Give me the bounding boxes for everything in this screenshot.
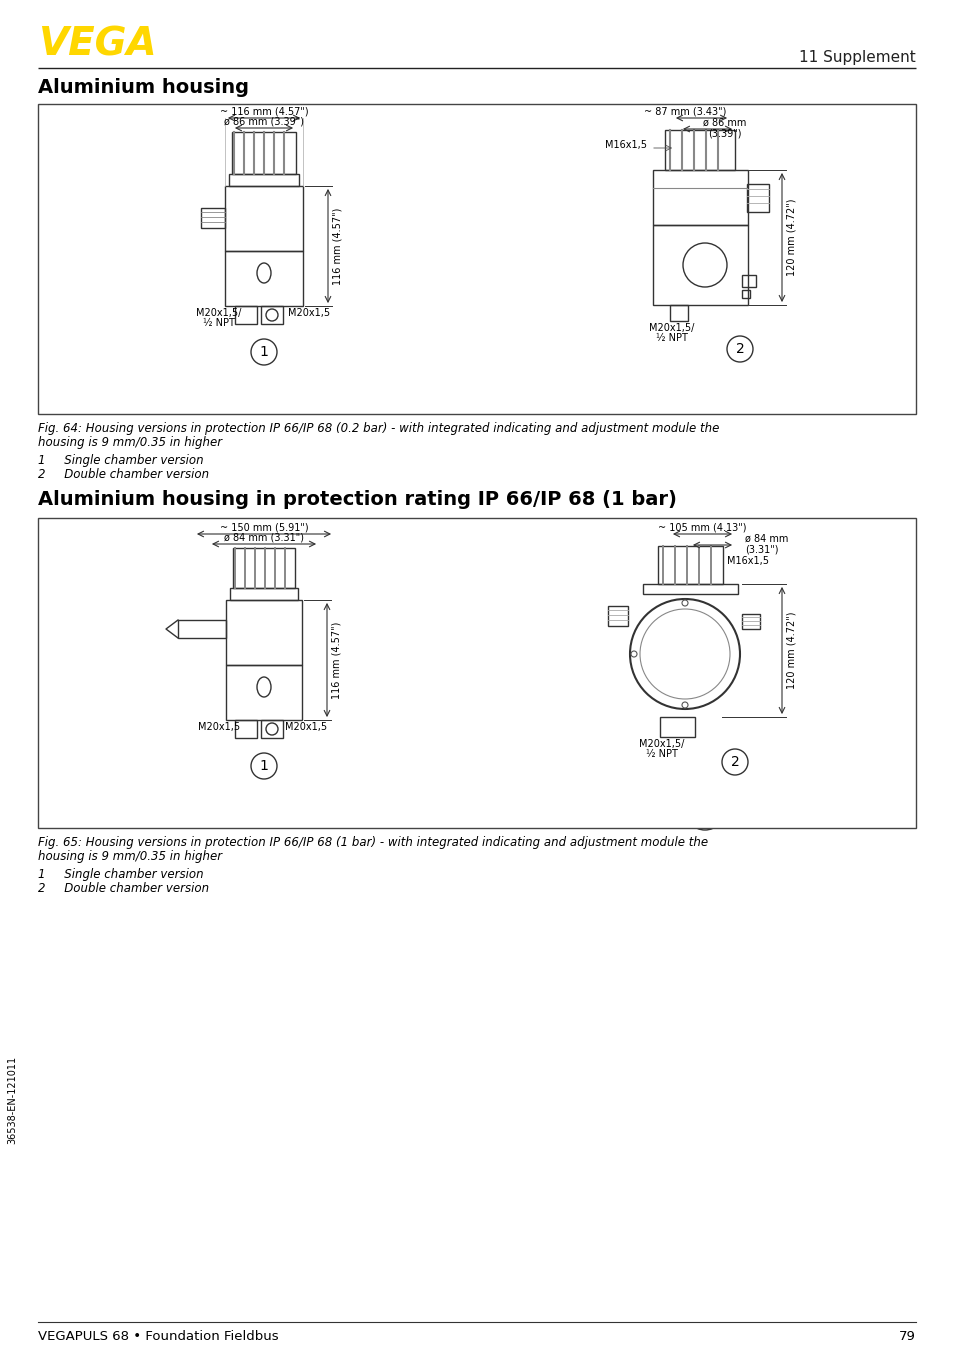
Bar xyxy=(741,275,755,287)
Bar xyxy=(659,718,695,737)
Circle shape xyxy=(726,336,752,362)
Text: (3.31"): (3.31") xyxy=(744,544,778,554)
Text: 120 mm (4.72"): 120 mm (4.72") xyxy=(786,611,796,689)
Text: VEGA: VEGA xyxy=(38,24,156,64)
Text: M16x1,5: M16x1,5 xyxy=(604,139,646,150)
Bar xyxy=(225,185,303,250)
Bar xyxy=(233,548,294,588)
Text: ½ NPT: ½ NPT xyxy=(203,318,234,328)
Bar xyxy=(746,184,768,213)
Text: 1     Single chamber version: 1 Single chamber version xyxy=(38,868,203,881)
Bar xyxy=(652,171,747,225)
Text: M20x1,5: M20x1,5 xyxy=(288,307,330,318)
Bar xyxy=(234,306,256,324)
Text: Aluminium housing in protection rating IP 66/IP 68 (1 bar): Aluminium housing in protection rating I… xyxy=(38,490,677,509)
Text: ø 84 mm: ø 84 mm xyxy=(744,533,787,544)
Text: 2     Double chamber version: 2 Double chamber version xyxy=(38,468,209,481)
Bar xyxy=(261,720,283,738)
Text: 1: 1 xyxy=(259,760,268,773)
Text: ~ 150 mm (5.91"): ~ 150 mm (5.91") xyxy=(219,523,308,533)
Bar xyxy=(226,600,302,665)
Text: ½ NPT: ½ NPT xyxy=(656,333,687,343)
Text: 116 mm (4.57"): 116 mm (4.57") xyxy=(333,207,343,284)
Bar xyxy=(226,665,302,720)
Bar xyxy=(38,519,915,829)
Text: 116 mm (4.57"): 116 mm (4.57") xyxy=(332,621,341,699)
Text: ~ 116 mm (4.57"): ~ 116 mm (4.57") xyxy=(219,107,308,116)
Text: ø 84 mm (3.31"): ø 84 mm (3.31") xyxy=(224,533,304,543)
Bar xyxy=(741,613,760,630)
Bar xyxy=(642,584,738,594)
Text: 2: 2 xyxy=(735,343,743,356)
Text: VEGAPULS 68 • Foundation Fieldbus: VEGAPULS 68 • Foundation Fieldbus xyxy=(38,1330,278,1343)
Bar xyxy=(669,305,687,321)
Text: ø 86 mm (3.39"): ø 86 mm (3.39") xyxy=(224,116,304,127)
Circle shape xyxy=(721,749,747,774)
Text: ~ 105 mm (4.13"): ~ 105 mm (4.13") xyxy=(657,523,745,533)
Bar xyxy=(741,290,749,298)
Text: 1     Single chamber version: 1 Single chamber version xyxy=(38,454,203,467)
Bar xyxy=(229,175,298,185)
Bar xyxy=(232,131,295,175)
Text: housing is 9 mm/0.35 in higher: housing is 9 mm/0.35 in higher xyxy=(38,850,222,862)
Text: 2: 2 xyxy=(730,756,739,769)
Text: Aluminium housing: Aluminium housing xyxy=(38,79,249,97)
Text: M20x1,5/: M20x1,5/ xyxy=(196,307,241,318)
Text: Fig. 64: Housing versions in protection IP 66/IP 68 (0.2 bar) - with integrated : Fig. 64: Housing versions in protection … xyxy=(38,422,719,435)
Text: 79: 79 xyxy=(898,1330,915,1343)
Text: M16x1,5: M16x1,5 xyxy=(726,556,768,566)
Bar xyxy=(201,209,225,227)
Bar xyxy=(658,546,722,584)
Circle shape xyxy=(251,338,276,366)
Text: M20x1,5: M20x1,5 xyxy=(197,722,240,733)
Text: ½ NPT: ½ NPT xyxy=(645,749,678,760)
Text: 11 Supplement: 11 Supplement xyxy=(799,50,915,65)
Bar xyxy=(652,225,747,305)
Text: M20x1,5/: M20x1,5/ xyxy=(649,324,694,333)
Text: 120 mm (4.72"): 120 mm (4.72") xyxy=(786,198,796,276)
Circle shape xyxy=(251,753,276,779)
Bar xyxy=(230,588,297,600)
Bar xyxy=(38,104,915,414)
Text: ø 86 mm: ø 86 mm xyxy=(702,118,746,129)
Bar xyxy=(178,620,226,638)
Text: M20x1,5/: M20x1,5/ xyxy=(639,739,684,749)
Bar xyxy=(664,130,734,171)
Bar xyxy=(607,607,627,626)
Bar xyxy=(234,720,256,738)
Text: (3.39"): (3.39") xyxy=(707,129,741,138)
Text: housing is 9 mm/0.35 in higher: housing is 9 mm/0.35 in higher xyxy=(38,436,222,450)
Text: ~ 87 mm (3.43"): ~ 87 mm (3.43") xyxy=(643,107,725,116)
Text: 1: 1 xyxy=(259,345,268,359)
Text: Fig. 65: Housing versions in protection IP 66/IP 68 (1 bar) - with integrated in: Fig. 65: Housing versions in protection … xyxy=(38,835,707,849)
Text: 36538-EN-121011: 36538-EN-121011 xyxy=(7,1056,17,1144)
Bar xyxy=(261,306,283,324)
Text: M20x1,5: M20x1,5 xyxy=(285,722,327,733)
Text: 2     Double chamber version: 2 Double chamber version xyxy=(38,881,209,895)
Bar xyxy=(225,250,303,306)
